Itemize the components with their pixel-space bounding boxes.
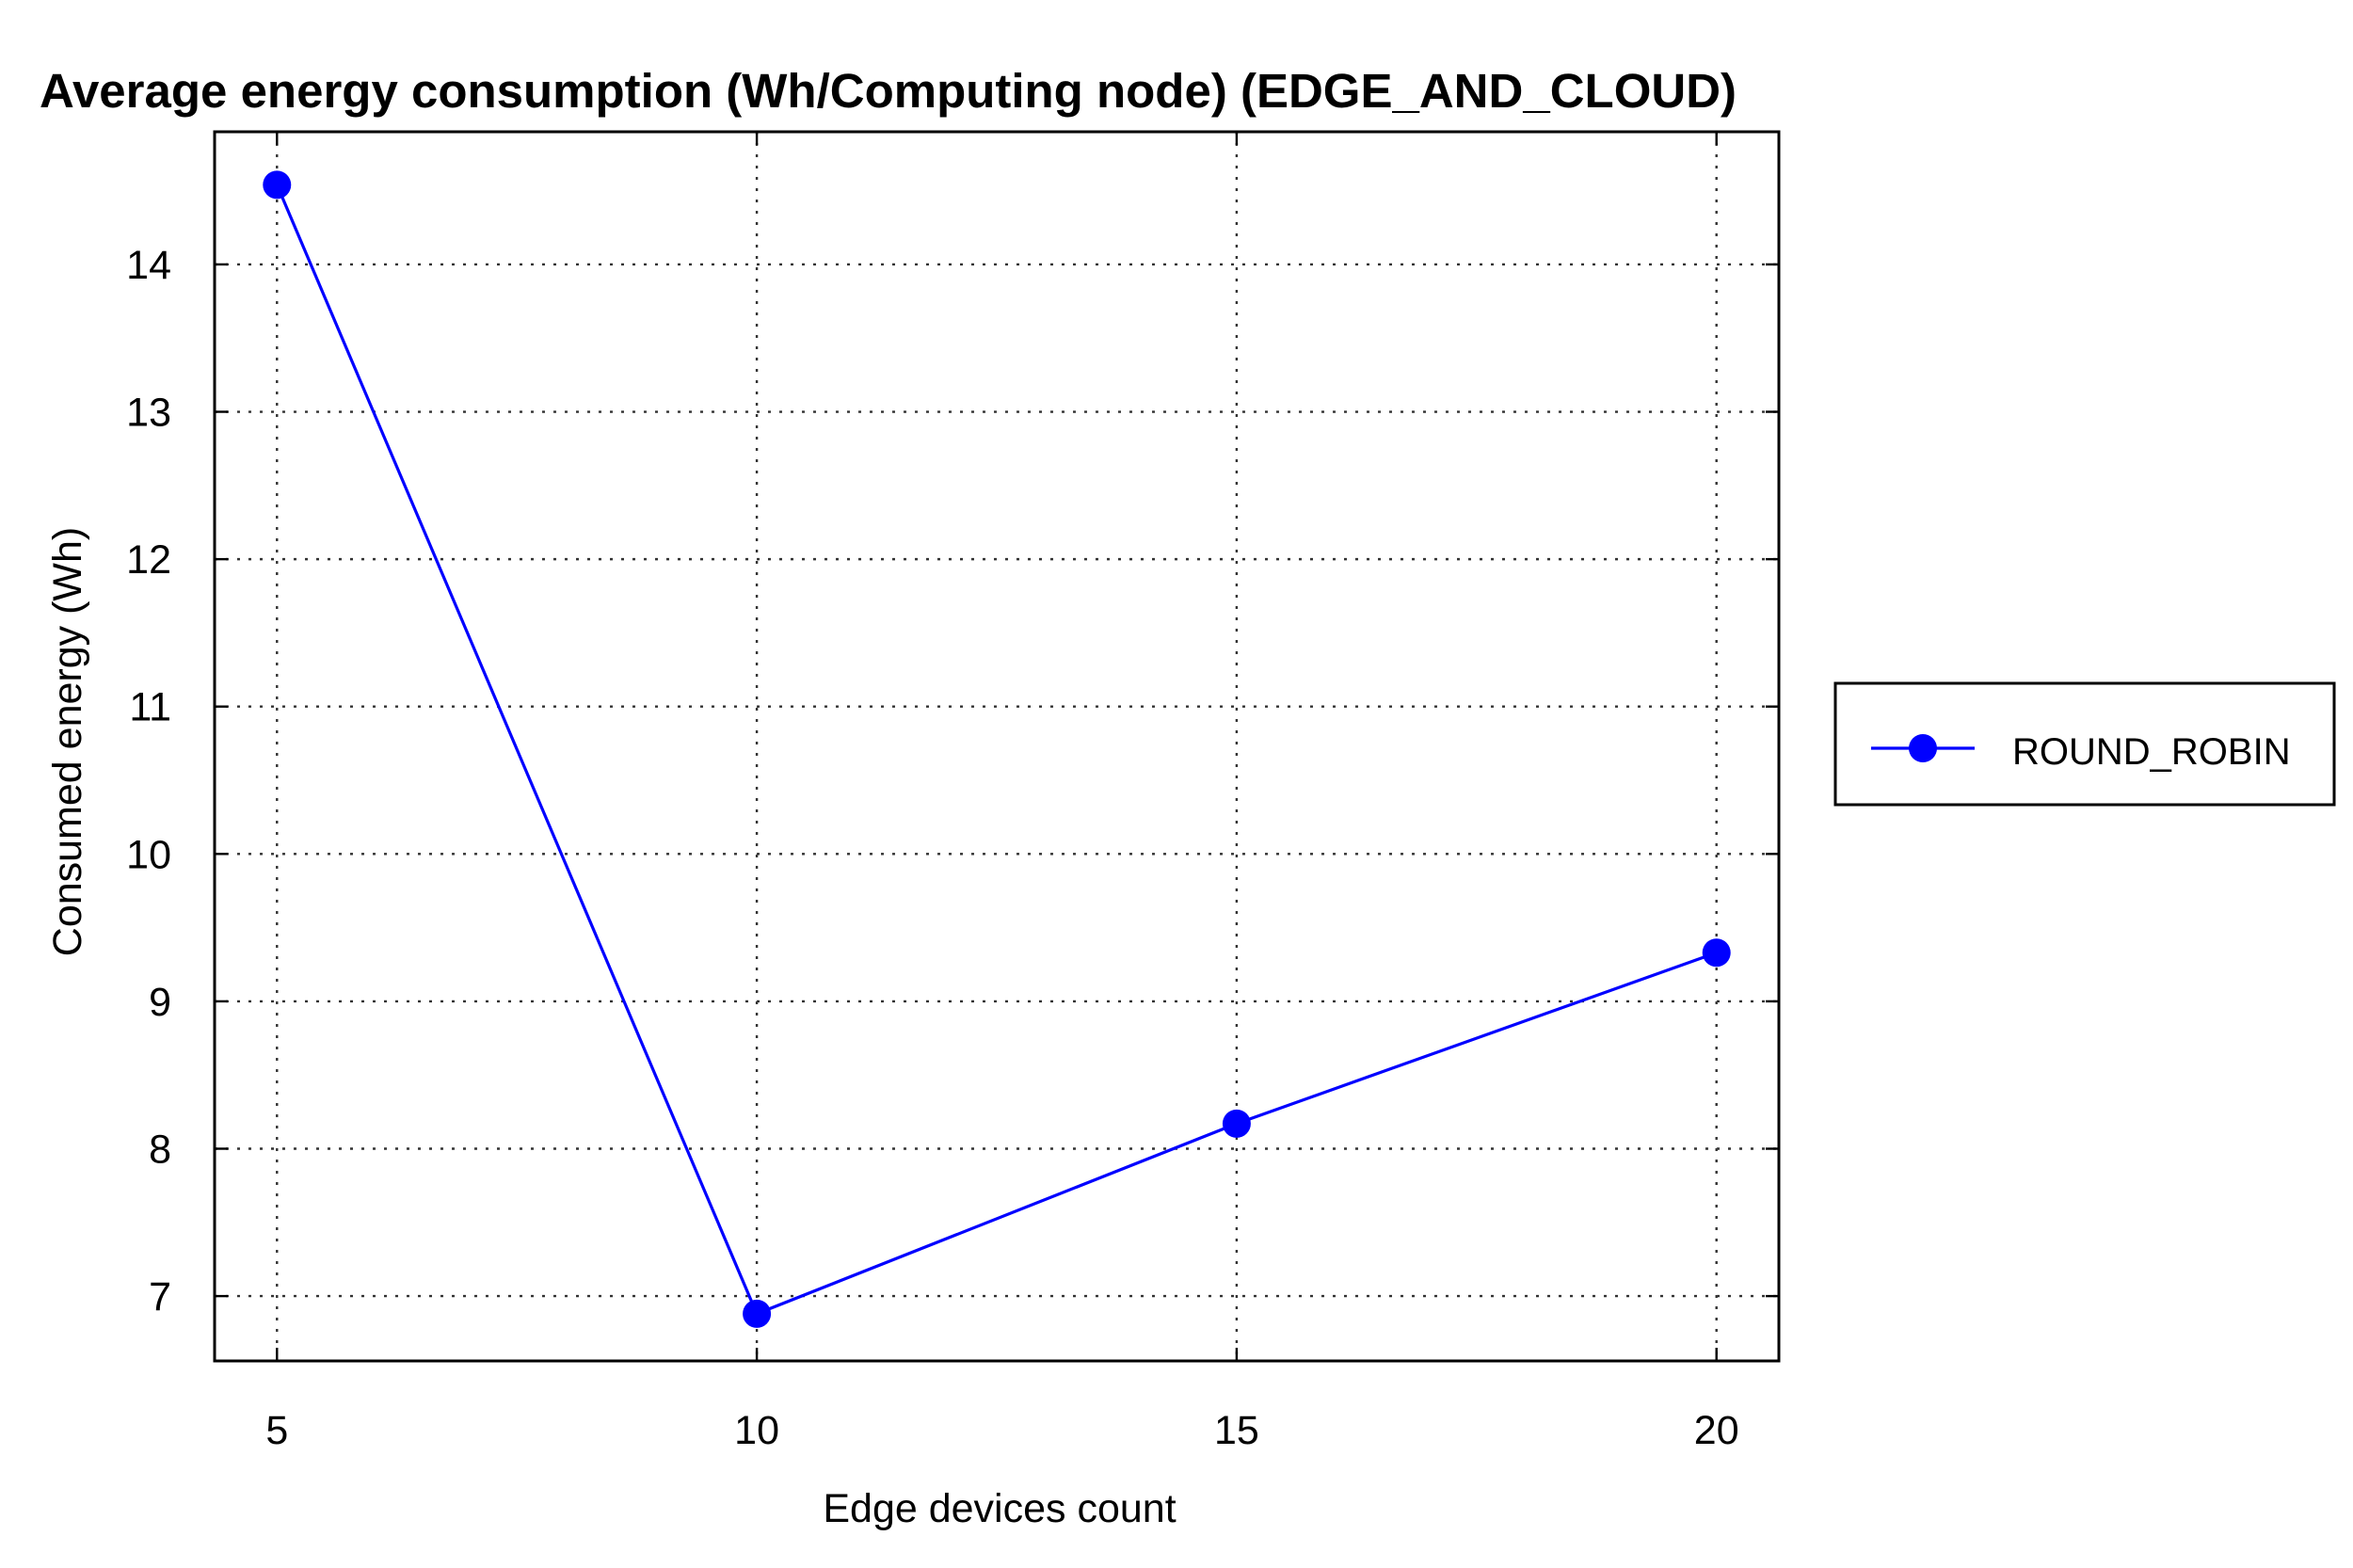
y-axis-label: Consumed energy (Wh) (45, 527, 90, 956)
x-tick-label: 20 (1694, 1408, 1739, 1453)
plot-frame (213, 130, 1781, 1363)
data-point (743, 1299, 772, 1328)
x-tick-label: 15 (1214, 1408, 1259, 1453)
x-axis-label: Edge devices count (823, 1486, 1176, 1531)
y-tick-label: 12 (126, 537, 171, 583)
chart-title: Average energy consumption (Wh/Computing… (40, 64, 1737, 118)
y-tick-label: 14 (126, 243, 171, 288)
grid (215, 132, 1779, 1361)
legend-label: ROUND_ROBIN (2012, 731, 2291, 773)
series-line (275, 184, 1718, 1316)
series-round-robin (263, 170, 1731, 1328)
tick-marks (215, 132, 1779, 1361)
data-point (263, 170, 292, 200)
x-tick-label: 10 (734, 1408, 779, 1453)
y-tick-label: 13 (126, 391, 171, 436)
data-point (1702, 938, 1731, 968)
legend-marker (1909, 734, 1937, 762)
x-tick-label: 5 (265, 1408, 288, 1453)
legend: ROUND_ROBIN (1833, 681, 2336, 807)
x-tick-labels: 5 10 15 20 (265, 1408, 1738, 1453)
y-tick-label: 11 (129, 685, 171, 730)
y-tick-label: 10 (126, 832, 171, 877)
y-tick-label: 7 (149, 1274, 171, 1320)
y-tick-labels: 7 8 9 10 11 12 13 14 (126, 243, 171, 1320)
data-point (1222, 1109, 1251, 1138)
y-tick-label: 8 (149, 1128, 171, 1173)
y-tick-label: 9 (149, 980, 171, 1025)
